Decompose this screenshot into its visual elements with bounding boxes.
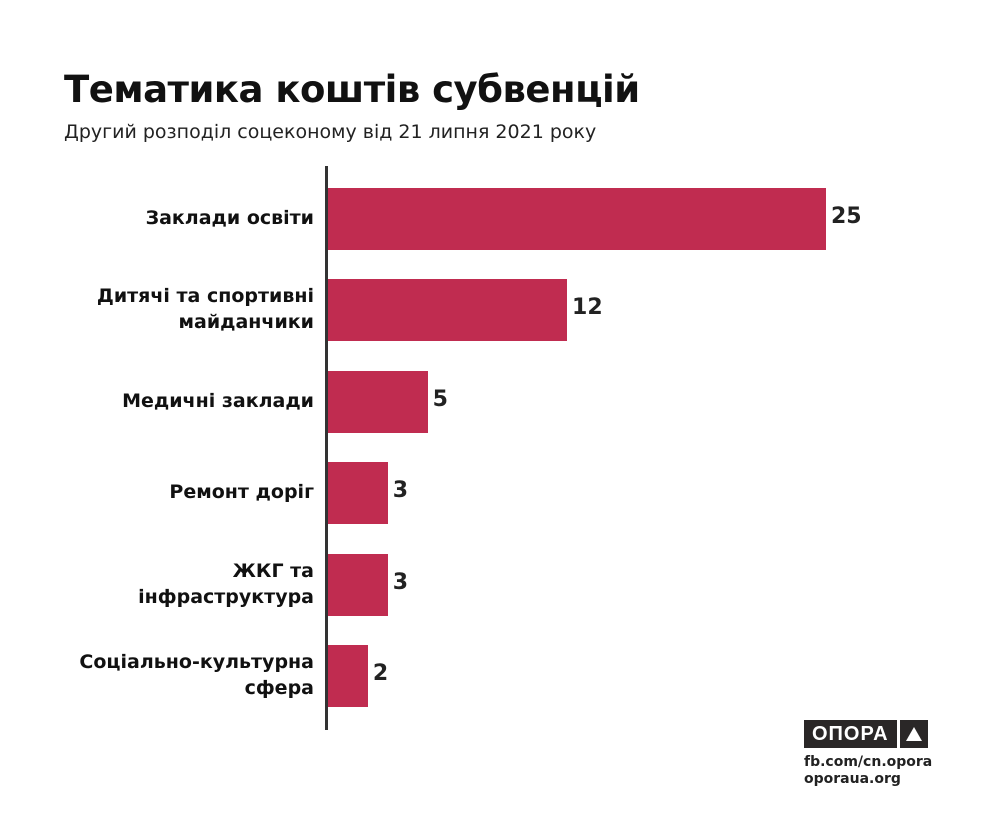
bar-value-label: 5 <box>432 386 448 412</box>
bar-value-label: 12 <box>572 295 603 321</box>
chart-title: Тематика коштів субвенцій <box>64 68 640 111</box>
bar <box>328 188 826 250</box>
category-label: Ремонт доріг <box>169 481 314 504</box>
bar <box>328 279 568 342</box>
category-label: Медичні заклади <box>122 389 314 412</box>
bar-value-label: 3 <box>392 478 409 504</box>
bar <box>328 462 388 525</box>
bar <box>328 370 428 433</box>
source-website: oporaua.org <box>804 771 901 787</box>
category-label: Соціально-культурна сфера <box>79 651 314 699</box>
chart-subtitle: Другий розподіл соцеконому від 21 липня … <box>64 121 597 143</box>
category-label: Заклади освіти <box>145 207 314 229</box>
logo-text: ОПОРА <box>804 720 897 748</box>
opora-logo: ОПОРА <box>804 720 928 748</box>
bar <box>328 553 388 616</box>
source-facebook: fb.com/cn.opora <box>804 754 933 770</box>
bar-value-label: 2 <box>372 661 389 686</box>
category-label: ЖКГ та інфраструктура <box>138 559 314 608</box>
bar-value-label: 3 <box>392 569 409 595</box>
category-label: Дитячі та спортивні майданчики <box>96 285 314 334</box>
bar-value-label: 25 <box>831 204 862 229</box>
triangle-icon <box>899 720 928 748</box>
bar <box>328 645 368 707</box>
y-axis-line <box>325 166 328 730</box>
